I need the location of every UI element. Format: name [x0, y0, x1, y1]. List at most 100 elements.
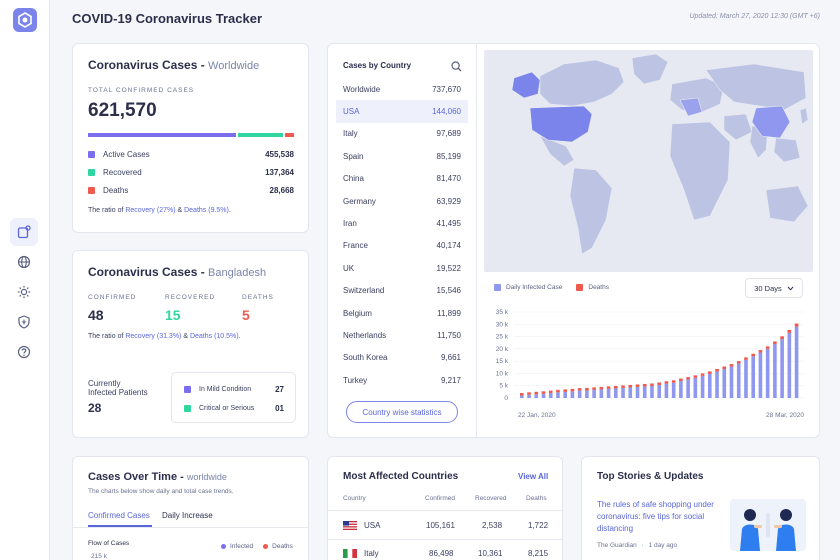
world-map[interactable] — [484, 50, 813, 272]
infected-bar — [679, 381, 683, 398]
legend-row: Active Cases 455,538 — [88, 145, 294, 163]
infected-bar — [744, 359, 748, 398]
search-icon[interactable] — [451, 59, 462, 77]
bd-ratio-recovery-link[interactable]: Recovery (31.3%) — [125, 333, 182, 340]
country-name: South Korea — [343, 353, 388, 363]
country-value: 19,522 — [436, 263, 461, 273]
deaths-bar — [787, 329, 792, 333]
deaths-bar — [642, 383, 647, 387]
y-tick-label: 10 k — [496, 370, 509, 377]
story-illustration-icon[interactable] — [730, 499, 806, 551]
legend-value: 137,364 — [265, 167, 294, 177]
country-list-item[interactable]: Spain 85,199 — [336, 145, 468, 167]
divider — [476, 44, 477, 437]
country-list-item[interactable]: Belgium 11,899 — [336, 302, 468, 324]
ratio-prefix: The ratio of — [88, 207, 126, 214]
infected-bar — [664, 383, 669, 398]
country-list-item[interactable]: Germany 63,929 — [336, 190, 468, 212]
tab-confirmed-cases[interactable]: Confirmed Cases — [88, 511, 150, 520]
y-tick-label: 25 k — [496, 334, 509, 341]
infected-bar — [671, 382, 676, 398]
legend-row: Deaths 28,668 — [88, 181, 294, 199]
country-name: Turkey — [343, 375, 368, 385]
story-headline-link[interactable]: The rules of safe shopping under coronav… — [597, 500, 714, 533]
bangladesh-card: Coronavirus Cases - Bangladesh CONFIRMED… — [72, 250, 309, 438]
deaths-bar — [679, 378, 683, 382]
legend-infected-icon — [494, 284, 501, 291]
infected-bar — [657, 384, 661, 398]
legend-deaths-label: Deaths — [588, 284, 609, 291]
worldwide-title-text: Coronavirus Cases - — [88, 58, 209, 72]
bd-ratio-prefix: The ratio of — [88, 333, 126, 340]
infected-bar — [556, 392, 560, 398]
range-select-value: 30 Days — [754, 283, 782, 293]
deaths-bar — [570, 388, 575, 392]
bd-ratio: The ratio of Recovery (31.3%) & Deaths (… — [88, 333, 241, 340]
infected-bar — [693, 377, 698, 398]
mild-dot-icon — [184, 385, 191, 393]
ratio-amp: & — [175, 207, 185, 214]
deaths-bar — [614, 385, 618, 389]
x-tick-label: 28 Mar, 2020 — [766, 412, 804, 419]
legend-value: 455,538 — [265, 149, 294, 159]
bangladesh-title: Coronavirus Cases - Bangladesh — [88, 265, 266, 279]
shield-icon[interactable] — [10, 308, 38, 336]
country-list-item[interactable]: China 81,470 — [336, 168, 468, 190]
country-list-item[interactable]: Italy 97,689 — [336, 123, 468, 145]
country-list-item[interactable]: Worldwide 737,670 — [336, 78, 468, 100]
infected-bar — [773, 343, 777, 398]
country-list-item[interactable]: UK 19,522 — [336, 257, 468, 279]
bd-ratio-deaths-link[interactable]: Deaths (10.5%) — [189, 333, 239, 340]
cot-subtitle: worldwide — [186, 472, 227, 482]
y-tick-label: 30 k — [496, 321, 509, 328]
bd-confirmed-value: 48 — [88, 307, 104, 323]
country-list-item[interactable]: France 40,174 — [336, 235, 468, 257]
total-confirmed-value: 621,570 — [88, 100, 157, 121]
row-deaths: 1,722 — [528, 520, 549, 530]
country-value: 11,899 — [437, 308, 461, 318]
top-stories-card: Top Stories & Updates The rules of safe … — [581, 456, 820, 560]
country-list-item[interactable]: Turkey 9,217 — [336, 369, 468, 391]
cases-by-country-title: Cases by Country — [343, 61, 412, 70]
ratio-recovery-link[interactable]: Recovery (27%) — [125, 207, 176, 214]
infected-bar — [650, 385, 654, 398]
row-recovered: 10,361 — [478, 548, 503, 558]
country-name: Worldwide — [343, 84, 381, 94]
bd-infected-label-line1: Currently — [88, 379, 121, 388]
table-row[interactable]: Italy 86,498 10,361 8,215 — [328, 543, 564, 560]
view-all-link[interactable]: View All — [518, 472, 549, 481]
sun-icon[interactable] — [10, 278, 38, 306]
ratio-deaths-link[interactable]: Deaths (9.5%) — [184, 207, 229, 214]
tab-daily-increase[interactable]: Daily Increase — [162, 511, 213, 520]
globe-icon[interactable] — [10, 248, 38, 276]
cases-over-time-card: Cases Over Time - worldwide The charts b… — [72, 456, 309, 560]
help-icon[interactable] — [10, 338, 38, 366]
dashboard-icon[interactable] — [10, 218, 38, 246]
col-country: Country — [343, 495, 366, 502]
country-value: 9,661 — [440, 353, 461, 363]
country-value: 41,495 — [436, 219, 461, 229]
bd-condition-box: In Mild Condition 27 Critical or Serious… — [171, 372, 296, 423]
deaths-bar — [708, 371, 712, 374]
country-name: UK — [343, 263, 355, 273]
country-list-item[interactable]: South Korea 9,661 — [336, 347, 468, 369]
table-row[interactable]: USA 105,161 2,538 1,722 — [328, 515, 564, 535]
country-list-item[interactable]: USA 144,060 — [336, 100, 468, 123]
row-confirmed: 86,498 — [429, 548, 454, 558]
country-list-item[interactable]: Netherlands 11,750 — [336, 324, 468, 346]
app-logo-icon[interactable] — [13, 8, 37, 32]
bangladesh-subtitle: Bangladesh — [208, 267, 267, 279]
cot-deaths-dot-icon — [263, 544, 269, 549]
country-wise-statistics-button[interactable]: Country wise statistics — [346, 401, 458, 423]
story-separator: · — [641, 542, 644, 549]
sidebar — [0, 0, 50, 560]
country-name: Belgium — [343, 308, 372, 318]
country-list-item[interactable]: Iran 41,495 — [336, 212, 468, 234]
country-list-item[interactable]: Switzerland 15,546 — [336, 280, 468, 302]
story-meta: The Guardian · 1 day ago — [597, 542, 677, 549]
range-select[interactable]: 30 Days — [745, 278, 803, 298]
cot-legend: Infected Deaths — [221, 543, 293, 550]
y-tick-label: 0 — [504, 395, 508, 402]
deaths-bar — [527, 392, 531, 395]
infected-bar — [635, 386, 640, 398]
